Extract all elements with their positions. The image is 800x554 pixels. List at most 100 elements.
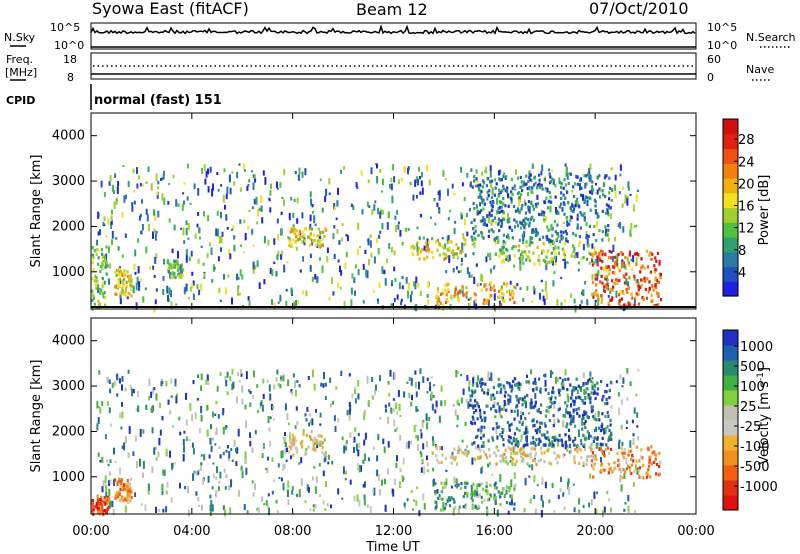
echo-cell <box>554 230 557 234</box>
echo-cell <box>599 442 602 446</box>
echo-cell <box>613 467 616 471</box>
data-cell <box>187 237 190 240</box>
data-cell <box>529 498 532 504</box>
echo-cell <box>635 262 638 266</box>
echo-cell <box>608 268 611 272</box>
echo-cell <box>538 425 542 429</box>
echo-cell <box>517 248 520 253</box>
echo-cell <box>464 506 467 510</box>
echo-cell <box>117 281 120 285</box>
data-cell <box>292 373 295 378</box>
data-cell <box>268 427 271 432</box>
data-cell <box>112 509 115 516</box>
data-cell <box>496 509 499 517</box>
data-cell <box>618 439 621 443</box>
echo-cell <box>601 436 604 440</box>
data-cell <box>312 508 315 512</box>
data-cell <box>557 234 560 239</box>
echo-cell <box>448 246 451 250</box>
echo-cell <box>439 446 442 450</box>
echo-cell <box>477 195 480 199</box>
data-cell <box>249 402 252 407</box>
echo-cell <box>483 391 486 395</box>
data-cell <box>140 503 143 506</box>
data-cell <box>267 456 269 461</box>
echo-cell <box>564 229 567 233</box>
echo-cell <box>521 188 524 193</box>
echo-cell <box>547 260 550 264</box>
data-cell <box>159 429 162 436</box>
data-cell <box>507 213 509 221</box>
data-cell <box>225 474 228 479</box>
data-cell <box>314 223 317 227</box>
echo-cell <box>476 417 479 421</box>
data-cell <box>314 504 317 509</box>
colorbar-swatch <box>723 178 738 194</box>
data-cell <box>401 475 404 478</box>
echo-cell <box>557 246 560 250</box>
data-cell <box>114 173 117 178</box>
echo-cell <box>95 286 98 291</box>
echo-cell <box>501 245 504 249</box>
data-cell <box>185 283 188 292</box>
echo-cell <box>471 442 474 446</box>
echo-cell <box>548 238 551 242</box>
echo-cell <box>495 462 498 466</box>
data-cell <box>269 190 272 196</box>
data-cell <box>293 198 296 202</box>
data-cell <box>247 225 250 230</box>
echo-cell <box>566 190 569 195</box>
velocity-heatmap-cells <box>91 368 662 518</box>
echo-cell <box>655 472 658 476</box>
echo-cell <box>500 288 503 292</box>
echo-cell <box>176 268 179 272</box>
echo-cell <box>127 292 130 296</box>
data-cell <box>322 470 325 477</box>
echo-cell <box>615 259 618 263</box>
data-cell <box>491 473 494 476</box>
data-cell <box>332 400 334 405</box>
data-cell <box>127 369 130 374</box>
echo-cell <box>476 434 479 438</box>
data-cell <box>187 297 190 300</box>
echo-cell <box>576 450 579 454</box>
data-cell <box>134 271 137 275</box>
data-cell <box>344 443 347 447</box>
data-cell <box>209 242 211 247</box>
echo-cell <box>95 503 98 507</box>
data-cell <box>578 509 581 513</box>
echo-cell <box>450 240 453 244</box>
noise-sky-line <box>90 24 696 35</box>
data-cell <box>420 214 423 218</box>
echo-cell <box>524 400 527 404</box>
echo-cell <box>591 180 594 184</box>
echo-cell <box>516 191 520 195</box>
echo-cell <box>502 187 505 191</box>
echo-cell <box>509 436 512 440</box>
echo-cell <box>599 258 602 262</box>
echo-cell <box>485 223 489 227</box>
data-cell <box>440 446 443 451</box>
echo-cell <box>500 205 503 209</box>
data-cell <box>413 281 415 287</box>
echo-cell <box>635 292 638 296</box>
echo-cell <box>655 462 659 467</box>
echo-cell <box>567 181 570 185</box>
data-cell <box>575 252 578 256</box>
echo-cell <box>459 486 462 490</box>
echo-cell <box>524 417 527 421</box>
echo-cell <box>487 439 490 443</box>
echo-cell <box>120 486 124 490</box>
echo-cell <box>550 260 553 264</box>
echo-cell <box>434 240 438 244</box>
velocity-cbar-label: Velocity [m s-1] <box>756 367 772 465</box>
echo-cell <box>440 508 443 512</box>
echo-cell <box>617 458 620 462</box>
echo-cell <box>468 302 471 306</box>
data-cell <box>121 212 124 218</box>
data-cell <box>390 183 393 191</box>
echo-cell <box>595 445 598 449</box>
echo-cell <box>518 448 521 452</box>
echo-cell <box>477 455 480 459</box>
